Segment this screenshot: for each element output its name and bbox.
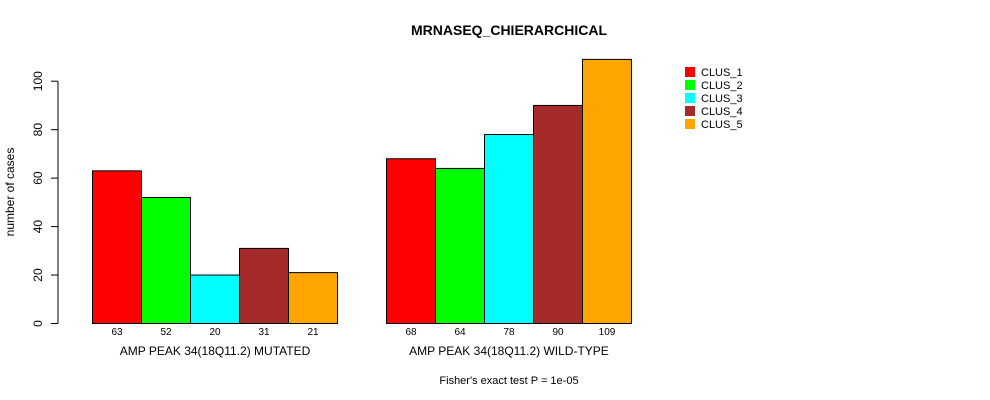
bar-count-label: 90 xyxy=(552,327,564,338)
bar-group: 63 52 20 31 21 AMP PEAK 34(18Q11.2) MUTATED xyxy=(92,170,338,358)
y-axis: 0 20 40 60 80 100 xyxy=(31,71,59,327)
bar-count-label: 109 xyxy=(599,327,616,338)
legend-item: CLUS_2 xyxy=(685,80,743,92)
y-tick-label: 100 xyxy=(31,71,45,91)
bar-count-label: 68 xyxy=(405,327,417,338)
legend-label: CLUS_1 xyxy=(701,67,743,79)
footnote: Fisher's exact test P = 1e-05 xyxy=(439,375,578,387)
legend-label: CLUS_4 xyxy=(701,106,743,118)
legend-swatch xyxy=(685,119,695,129)
legend-swatch xyxy=(685,106,695,116)
y-tick-label: 0 xyxy=(31,320,45,327)
legend-swatch xyxy=(685,93,695,103)
y-tick-label: 60 xyxy=(31,171,45,185)
y-tick-label: 40 xyxy=(31,220,45,234)
bar-count-label: 21 xyxy=(307,327,319,338)
bar xyxy=(239,247,289,324)
bar-count-label: 20 xyxy=(209,327,221,338)
bar xyxy=(288,272,338,325)
bar xyxy=(533,104,583,325)
legend-item: CLUS_1 xyxy=(685,67,743,79)
bar-count-label: 31 xyxy=(258,327,270,338)
y-tick-label: 20 xyxy=(31,268,45,282)
y-axis-label: number of cases xyxy=(3,148,17,237)
bar xyxy=(582,58,632,324)
legend-label: CLUS_3 xyxy=(701,93,743,105)
bar xyxy=(386,158,436,324)
bar-count-label: 78 xyxy=(503,327,515,338)
bar xyxy=(435,167,485,324)
legend-swatch xyxy=(685,80,695,90)
legend-label: CLUS_5 xyxy=(701,119,743,131)
group-label: AMP PEAK 34(18Q11.2) WILD-TYPE xyxy=(409,344,609,358)
bar xyxy=(190,274,240,325)
bar xyxy=(484,134,534,324)
y-tick-label: 80 xyxy=(31,123,45,137)
legend-item: CLUS_5 xyxy=(685,119,743,131)
bar-count-label: 63 xyxy=(111,327,123,338)
legend-label: CLUS_2 xyxy=(701,80,743,92)
legend-swatch xyxy=(685,67,695,77)
bar-count-label: 52 xyxy=(160,327,172,338)
bar-group: 68 64 78 90 109 AMP PEAK 34(18Q11.2) WILD-TYP… xyxy=(386,58,632,358)
group-label: AMP PEAK 34(18Q11.2) MUTATED xyxy=(120,344,311,358)
legend-item: CLUS_4 xyxy=(685,106,743,118)
bar xyxy=(141,197,191,324)
chart-title: MRNASEQ_CHIERARCHICAL xyxy=(411,22,607,38)
bars: 63 52 20 31 21 AMP PEAK 34(18Q11.2) MUTATED 68… xyxy=(92,58,632,358)
legend-item: CLUS_3 xyxy=(685,93,743,105)
bar xyxy=(92,170,142,324)
bar-count-label: 64 xyxy=(454,327,466,338)
